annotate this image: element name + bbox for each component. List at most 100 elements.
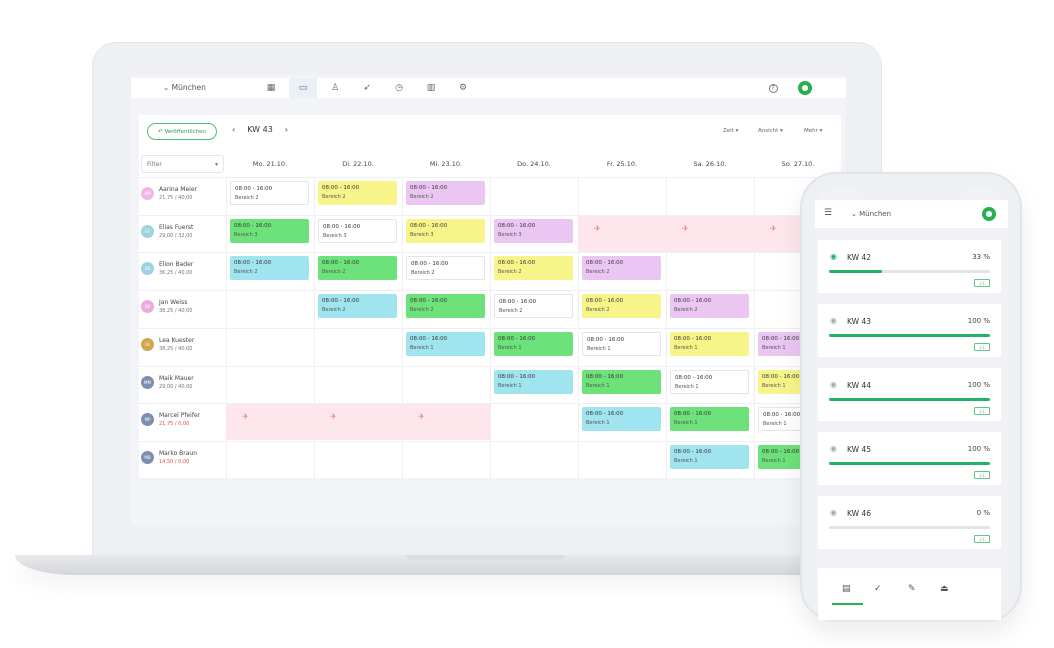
shift-block[interactable]: 08:00 - 16:00 Bereich 3	[318, 218, 397, 243]
view-menu[interactable]: Ansicht ▾	[758, 128, 783, 134]
employee-info[interactable]: EF Elias Fuerst 29,00 / 32,00	[141, 223, 193, 240]
shift-block[interactable]: 08:00 - 16:00 Bereich 1	[670, 331, 749, 356]
send-icon[interactable]: ➶	[363, 83, 371, 93]
shift-block[interactable]: 08:00 - 16:00 Bereich 2	[230, 181, 309, 205]
employee-info[interactable]: EB Elion Bader 36,25 / 40,00	[141, 260, 193, 277]
shift-block[interactable]: 08:00 - 16:00 Bereich 2	[406, 294, 485, 319]
filter-select[interactable]: Filter ▾	[141, 155, 224, 173]
shift-area: Bereich 1	[674, 457, 698, 464]
avatar: JW	[141, 300, 154, 314]
eye-icon[interactable]: ◉	[830, 508, 837, 517]
day-header: Do. 24.10.	[517, 160, 551, 168]
shift-time: 08:00 - 16:00	[674, 448, 712, 455]
chat-icon[interactable]: ▤	[842, 584, 851, 594]
employee-info[interactable]: MP Marcel Pfeifer 21,75 / 0,00	[141, 411, 200, 428]
avatar: MP	[141, 413, 154, 427]
avatar: AM	[141, 187, 154, 200]
week-card[interactable]: ◉ KW 45 100 % ⊙1	[818, 432, 1001, 485]
shift-block[interactable]: 08:00 - 16:00 Bereich 1	[494, 331, 573, 356]
employee-name: Elion Bader	[159, 261, 194, 269]
grid-icon[interactable]: ▦	[266, 83, 276, 93]
shift-block[interactable]: 08:00 - 16:00 Bereich 1	[406, 331, 485, 356]
employee-info[interactable]: MB Marko Braun 14,50 / 0,00	[141, 449, 197, 466]
shift-block[interactable]: 08:00 - 16:00 Bereich 2	[494, 294, 573, 319]
eye-icon[interactable]: ◉	[830, 444, 837, 453]
shift-block[interactable]: 08:00 - 16:00 Bereich 2	[406, 181, 485, 205]
brand-logo[interactable]	[982, 207, 996, 221]
shift-block[interactable]: 08:00 - 16:00 Bereich 3	[230, 218, 309, 243]
shift-block[interactable]: 08:00 - 16:00 Bereich 3	[494, 218, 573, 243]
shift-time: 08:00 - 16:00	[234, 260, 272, 267]
week-percent: 100 %	[967, 317, 990, 325]
shift-block[interactable]: 08:00 - 16:00 Bereich 2	[318, 256, 397, 281]
employee-info[interactable]: JW Jan Weiss 38,25 / 40,00	[141, 298, 193, 315]
week-card[interactable]: ◉ KW 42 33 % ⊙1	[818, 240, 1001, 293]
column-divider	[314, 177, 315, 478]
pencil-icon[interactable]: ✎	[908, 584, 916, 594]
shift-block[interactable]: 08:00 - 16:00 Bereich 1	[582, 331, 661, 356]
employee-row: EB Elion Bader 36,25 / 40,00	[139, 252, 841, 290]
week-card[interactable]: ◉ KW 43 100 % ⊙1	[818, 304, 1001, 357]
shift-time: 08:00 - 16:00	[674, 298, 712, 305]
publish-button[interactable]: ↶ Veröffentlichen	[147, 123, 217, 140]
shift-block[interactable]: 08:00 - 16:00 Bereich 2	[318, 181, 397, 205]
shift-block[interactable]: 08:00 - 16:00 Bereich 2	[494, 256, 573, 281]
shift-block[interactable]: 08:00 - 16:00 Bereich 1	[582, 369, 661, 394]
shift-block[interactable]: 08:00 - 16:00 Bereich 2	[582, 256, 661, 281]
calendar-icon[interactable]: ▭	[289, 78, 317, 98]
shift-time: 08:00 - 16:00	[498, 222, 536, 229]
employee-text: Marcel Pfeifer 21,75 / 0,00	[159, 411, 200, 428]
shift-block[interactable]: 08:00 - 16:00 Bereich 2	[406, 256, 485, 281]
shift-block[interactable]: 08:00 - 16:00 Bereich 3	[406, 218, 485, 243]
comment-count-badge: ⊙1	[974, 279, 990, 287]
shift-block[interactable]: 08:00 - 16:00 Bereich 1	[670, 369, 749, 394]
next-week-button[interactable]: ›	[284, 125, 288, 134]
shift-area: Bereich 1	[498, 382, 522, 389]
check-icon[interactable]: ✓	[874, 584, 882, 594]
shift-time: 08:00 - 16:00	[586, 411, 624, 418]
employee-info[interactable]: MM Maik Mauer 29,00 / 40,00	[141, 374, 194, 391]
shift-time: 08:00 - 16:00	[586, 298, 624, 305]
chevron-down-icon: ⌄	[163, 83, 172, 92]
progress-fill	[829, 398, 990, 401]
gear-icon[interactable]: ⚙	[458, 83, 468, 93]
time-menu[interactable]: Zeit ▾	[723, 128, 739, 134]
shift-block[interactable]: 08:00 - 16:00 Bereich 2	[670, 294, 749, 319]
stamp-icon[interactable]: ⏏	[940, 584, 949, 594]
shift-time: 08:00 - 16:00	[674, 411, 712, 418]
location-label: München	[171, 83, 206, 92]
help-icon[interactable]: ?	[759, 78, 787, 98]
shift-block[interactable]: 08:00 - 16:00 Bereich 1	[494, 369, 573, 394]
prev-week-button[interactable]: ‹	[232, 125, 236, 134]
shift-block[interactable]: 08:00 - 16:00 Bereich 2	[582, 294, 661, 319]
shift-area: Bereich 2	[410, 194, 434, 200]
shift-block[interactable]: 08:00 - 16:00 Bereich 1	[582, 407, 661, 432]
location-selector[interactable]: ⌄ München	[163, 83, 206, 92]
phone-location-selector[interactable]: ⌄ München	[851, 210, 892, 218]
shift-time: 08:00 - 16:00	[675, 374, 713, 381]
week-card[interactable]: ◉ KW 46 0 % ⊙1	[818, 496, 1001, 549]
phone-tab-bar	[818, 568, 1001, 620]
shift-area: Bereich 2	[234, 269, 258, 276]
shift-time: 08:00 - 16:00	[587, 336, 625, 343]
phone-header: ☰ ⌄ München	[815, 200, 1008, 228]
employee-info[interactable]: AM Aarina Meier 21,75 / 40,00	[141, 185, 197, 202]
plane-icon: ✈	[594, 223, 601, 233]
eye-icon[interactable]: ◉	[830, 380, 837, 389]
eye-icon[interactable]: ◉	[830, 252, 837, 261]
shift-block[interactable]: 08:00 - 16:00 Bereich 1	[670, 407, 749, 432]
menu-icon[interactable]: ☰	[824, 208, 833, 218]
chart-icon[interactable]: ▥	[426, 83, 436, 93]
employee-info[interactable]: LK Lea Kuester 38,25 / 40,00	[141, 336, 194, 353]
shift-block[interactable]: 08:00 - 16:00 Bereich 2	[318, 294, 397, 319]
clock-icon[interactable]: ◷	[395, 83, 403, 93]
shift-block[interactable]: 08:00 - 16:00 Bereich 1	[670, 444, 749, 469]
more-menu[interactable]: Mehr ▾	[804, 128, 823, 134]
employee-text: Elias Fuerst 29,00 / 32,00	[159, 223, 193, 240]
shift-area: Bereich 1	[587, 345, 611, 352]
eye-icon[interactable]: ◉	[830, 316, 837, 325]
shift-block[interactable]: 08:00 - 16:00 Bereich 2	[230, 256, 309, 281]
brand-logo[interactable]	[798, 81, 812, 95]
user-icon[interactable]: ♙	[330, 83, 340, 93]
week-card[interactable]: ◉ KW 44 100 % ⊙1	[818, 368, 1001, 421]
